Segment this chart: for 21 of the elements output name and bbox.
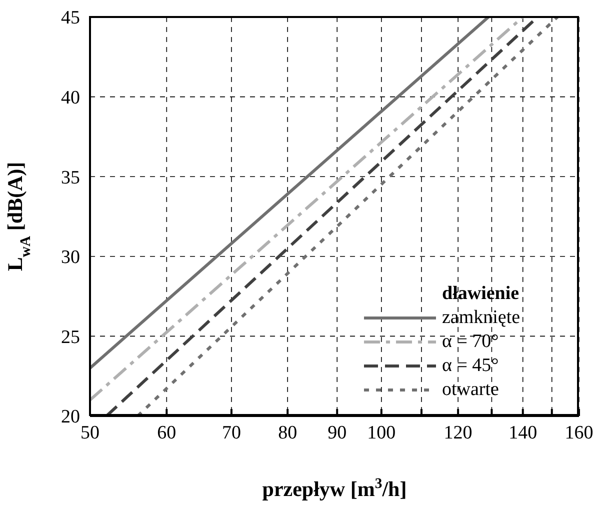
x-tick-label: 90 xyxy=(328,422,347,444)
y-tick-label: 20 xyxy=(61,406,80,428)
y-tick-label: 40 xyxy=(61,88,80,109)
legend-title: dławienie xyxy=(441,282,520,306)
y-tick-label: 35 xyxy=(61,167,80,188)
legend-label: α = 45° xyxy=(442,354,499,378)
x-tick-label: 100 xyxy=(367,422,396,444)
x-tick-label: 120 xyxy=(444,422,472,444)
x-tick-label: 70 xyxy=(222,422,241,444)
legend-label: α = 70° xyxy=(442,330,499,354)
x-axis-title: przepływ [m$^{3}$/h] xyxy=(262,476,407,501)
y-tick-label: 25 xyxy=(61,326,80,348)
legend-label: otwarte xyxy=(442,378,499,402)
legend-label: zamknięte xyxy=(442,306,520,330)
x-tick-label: 60 xyxy=(157,422,176,444)
x-tick-label: 160 xyxy=(564,422,594,444)
x-tick-label: 50 xyxy=(80,422,100,444)
y-tick-label: 45 xyxy=(61,8,80,29)
y-tick-label: 30 xyxy=(61,247,80,268)
x-tick-label: 80 xyxy=(278,422,298,444)
x-tick-label: 140 xyxy=(508,422,538,444)
